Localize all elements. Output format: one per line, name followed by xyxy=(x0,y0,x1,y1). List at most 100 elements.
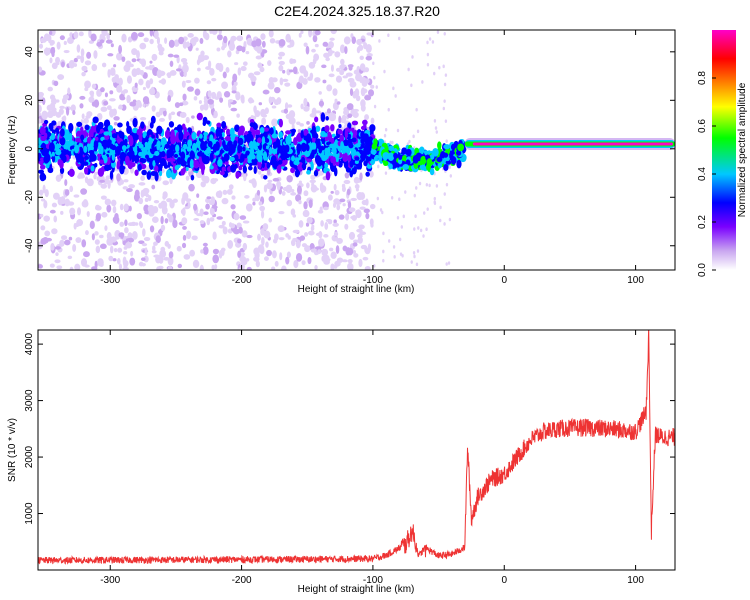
spectrogram-blob xyxy=(342,139,350,147)
spectrogram-blob xyxy=(55,143,60,150)
spectrogram-blob xyxy=(126,75,133,84)
spectrogram-blob xyxy=(347,201,352,209)
spectrogram-y-tick-label: 0 xyxy=(24,146,35,152)
spectrogram-blob xyxy=(123,203,129,212)
spectrogram-blob xyxy=(398,197,401,201)
spectrogram-blob xyxy=(302,78,308,85)
spectrogram-blob xyxy=(359,55,364,61)
spectrogram-blob xyxy=(258,201,263,206)
spectrogram-blob xyxy=(407,67,410,72)
spectrogram-blob xyxy=(152,245,156,252)
spectrogram-blob xyxy=(412,154,419,164)
spectrogram-blob xyxy=(314,77,321,83)
spectrogram-blob xyxy=(173,39,180,47)
spectrogram-blob xyxy=(241,46,246,53)
spectrogram-blob xyxy=(138,240,145,245)
spectrogram-blob xyxy=(142,86,146,91)
spectrogram-blob xyxy=(327,219,333,225)
spectrogram-blob xyxy=(261,162,265,169)
spectrogram-blob xyxy=(149,30,154,37)
spectrogram-blob xyxy=(206,147,211,155)
spectrogram-blob xyxy=(47,86,53,92)
spectrogram-blob xyxy=(82,199,89,208)
snr-x-tick-label: -200 xyxy=(232,575,252,586)
spectrogram-blob xyxy=(254,251,260,260)
spectrogram-blob xyxy=(278,60,285,66)
spectrogram-blob xyxy=(240,94,245,103)
spectrogram-blob xyxy=(199,220,205,225)
spectrogram-blob xyxy=(236,45,244,52)
spectrogram-blob xyxy=(118,44,123,54)
spectrogram-blob xyxy=(84,80,91,89)
spectrogram-blob xyxy=(203,175,210,184)
spectrogram-blob xyxy=(267,179,273,183)
spectrogram-blob xyxy=(212,231,217,240)
spectrogram-blob xyxy=(81,239,87,248)
spectrogram-blob xyxy=(311,129,317,139)
spectrogram-blob xyxy=(400,225,404,229)
spectrogram-blob xyxy=(41,110,49,120)
spectrogram-blob xyxy=(383,160,389,167)
spectrogram-blob xyxy=(402,214,405,219)
spectrogram-blob xyxy=(324,125,330,133)
spectrogram-blob xyxy=(311,107,317,116)
spectrogram-blob xyxy=(445,139,448,143)
spectrogram-blob xyxy=(103,154,108,164)
spectrogram-blob xyxy=(348,64,353,71)
spectrogram-blob xyxy=(387,152,395,162)
spectrogram-blob xyxy=(115,76,120,84)
spectrogram-blob xyxy=(90,91,94,99)
spectrogram-blob xyxy=(48,142,55,153)
spectrogram-blob xyxy=(329,143,335,149)
spectrogram-blob xyxy=(318,238,325,247)
spectrogram-blob xyxy=(251,115,257,120)
spectrogram-blob xyxy=(282,78,289,82)
spectrogram-blob xyxy=(123,179,129,183)
spectrogram-blob xyxy=(314,116,319,123)
spectrogram-blob xyxy=(286,251,291,258)
spectrogram-blob xyxy=(307,76,313,81)
spectrogram-blob xyxy=(159,158,167,166)
spectrogram-blob xyxy=(445,160,452,165)
spectrogram-blob xyxy=(448,165,451,170)
spectrogram-blob xyxy=(334,98,338,103)
spectrogram-blob xyxy=(434,126,438,130)
spectrogram-blob xyxy=(153,241,158,246)
spectrogram-blob xyxy=(43,119,49,125)
spectrogram-blob xyxy=(167,157,174,162)
colorbar-label: Normalized spectral amplitude xyxy=(737,82,748,217)
spectrogram-blob xyxy=(131,162,136,168)
spectrogram-blob xyxy=(360,244,368,250)
spectrogram-blob xyxy=(222,226,228,235)
spectrogram-blob xyxy=(288,69,294,73)
spectrogram-blob xyxy=(52,192,60,200)
spectrogram-blob xyxy=(112,205,117,214)
spectrogram-blob xyxy=(415,107,418,112)
spectrogram-blob xyxy=(94,171,98,176)
spectrogram-blob xyxy=(320,112,326,123)
spectrogram-blob xyxy=(144,141,149,147)
spectrogram-blob xyxy=(284,102,289,110)
spectrogram-blob xyxy=(216,47,221,52)
spectrogram-blob xyxy=(282,69,286,74)
spectrogram-blob xyxy=(144,125,152,131)
spectrogram-blob xyxy=(107,125,114,132)
spectrogram-blob xyxy=(328,113,336,122)
spectrogram-blob xyxy=(269,38,276,44)
spectrogram-blob xyxy=(85,230,89,236)
colorbar: 0.0 0.2 0.4 0.6 0.8 Normalized spectral ampl… xyxy=(697,30,748,277)
spectrogram-blob xyxy=(160,215,164,225)
spectrogram-blob xyxy=(229,156,235,162)
spectrogram-blob xyxy=(364,95,372,101)
spectrogram-blob xyxy=(278,211,285,215)
spectrogram-blob xyxy=(263,175,268,180)
spectrogram-blob xyxy=(419,146,425,154)
spectrogram-blob xyxy=(268,217,273,223)
spectrogram-blob xyxy=(342,152,349,163)
spectrogram-blob xyxy=(167,161,171,169)
spectrogram-blob xyxy=(100,87,105,93)
spectrogram-blob xyxy=(134,222,139,226)
spectrogram-blob xyxy=(62,115,67,122)
spectrogram-blob xyxy=(306,170,311,175)
spectrogram-blob xyxy=(255,55,263,60)
